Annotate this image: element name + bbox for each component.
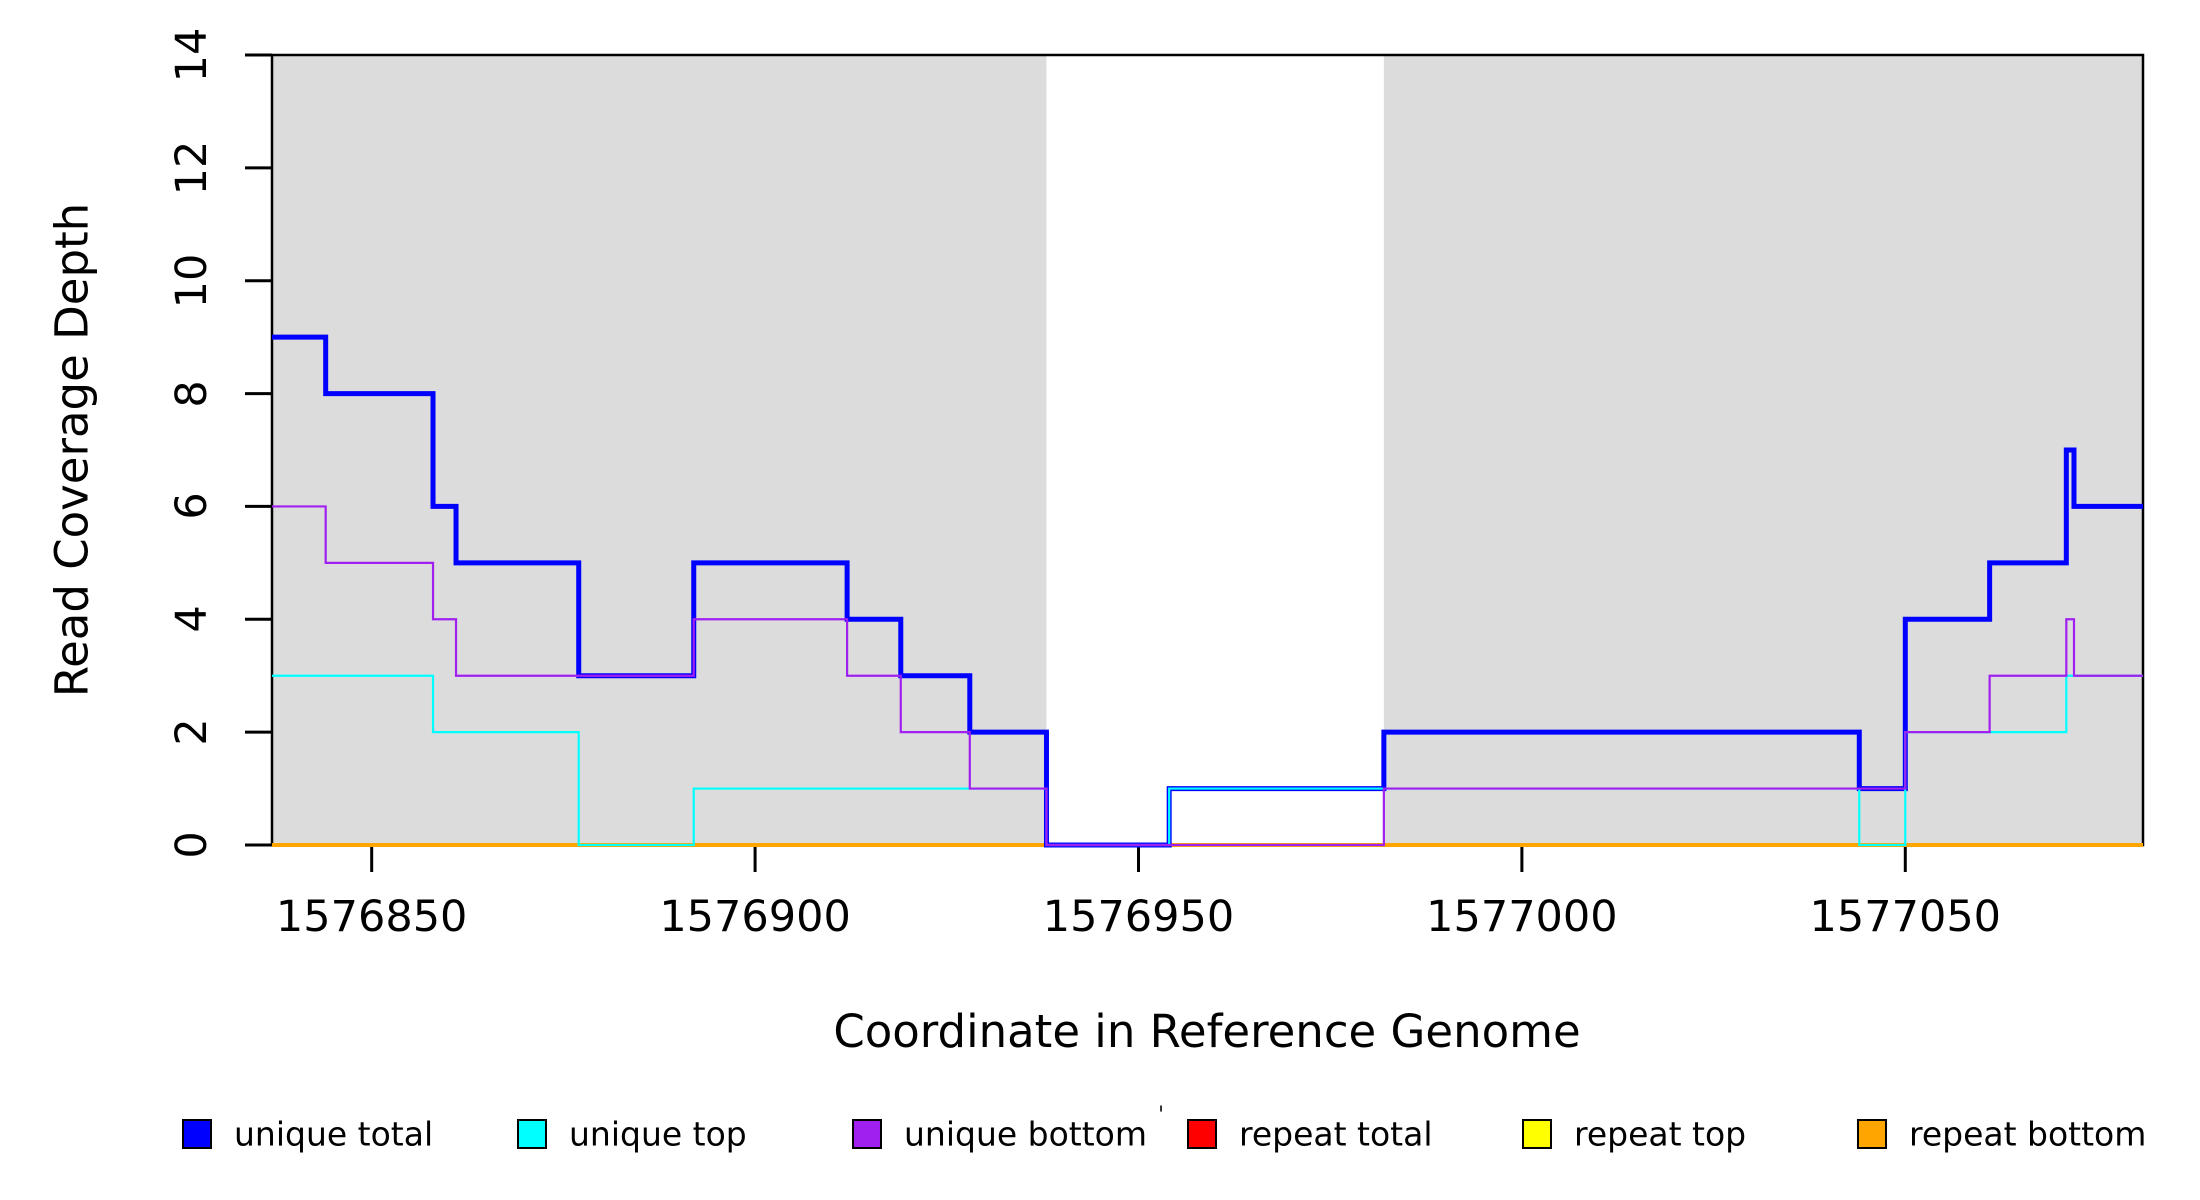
y-tick-label: 8 [167,379,217,408]
y-tick-label: 0 [167,831,217,859]
x-tick-label: 1577000 [1426,892,1618,942]
annotated-region-2 [1383,55,2143,845]
y-tick-label: 4 [167,605,217,633]
x-axis-title: Coordinate in Reference Genome [833,1005,1581,1058]
series-unique-bottom [272,505,2143,847]
y-tick-label: 2 [167,718,217,746]
y-tick-label: 14 [167,27,217,83]
x-tick-label: 1576850 [275,892,468,942]
x-tick-label: 1577050 [1809,892,2002,942]
series-unique-total [272,334,2143,848]
y-tick-label: 12 [167,140,217,196]
x-tick-label: 1576950 [1042,892,1235,942]
x-tick-label: 1576900 [659,892,851,942]
annotated-region-1 [272,55,1047,845]
y-axis-title: Read Coverage Depth [45,202,99,698]
y-tick-label: 6 [167,492,217,521]
stray-mark: ' [1158,1103,1165,1128]
y-tick-label: 10 [167,253,217,309]
